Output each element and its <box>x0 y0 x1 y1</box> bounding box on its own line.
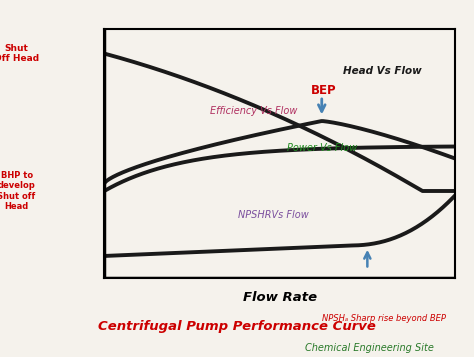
Text: Chemical Engineering Site: Chemical Engineering Site <box>305 343 434 353</box>
Text: Centrifugal Pump Performance Curve: Centrifugal Pump Performance Curve <box>98 320 376 333</box>
Text: Power Vs Flow: Power Vs Flow <box>287 143 357 153</box>
Text: BHP to
develop
Shut off
Head: BHP to develop Shut off Head <box>0 171 36 211</box>
Text: BEP: BEP <box>311 84 337 96</box>
Text: Efficiency Vs Flow: Efficiency Vs Flow <box>210 106 297 116</box>
Text: Head Vs Flow: Head Vs Flow <box>343 66 421 76</box>
Text: Flow Rate: Flow Rate <box>243 291 317 304</box>
Text: NPSHₐ Sharp rise beyond BEP: NPSHₐ Sharp rise beyond BEP <box>322 314 446 323</box>
Text: NPSHRVs Flow: NPSHRVs Flow <box>237 211 308 221</box>
Text: Shut
Off Head: Shut Off Head <box>0 44 39 63</box>
